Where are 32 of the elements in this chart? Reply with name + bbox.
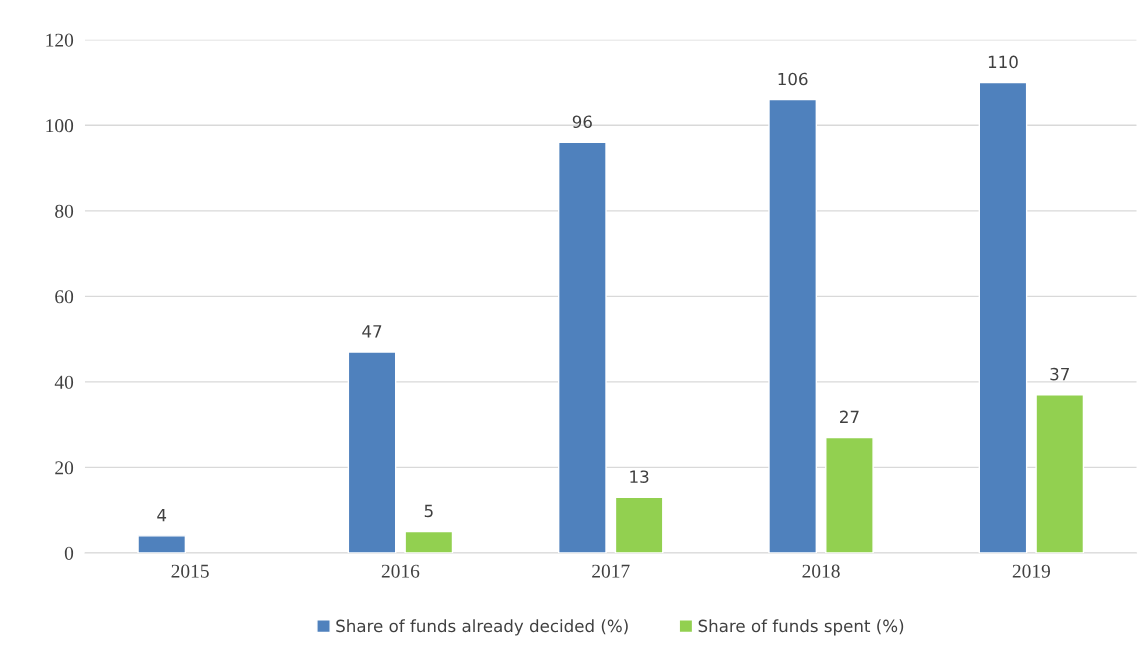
data-label: 27 xyxy=(840,410,859,423)
bar xyxy=(614,496,664,553)
legend-label: Share of funds already decided (%) xyxy=(336,619,628,636)
data-label: 47 xyxy=(362,325,382,338)
bar xyxy=(137,535,187,553)
x-tick-label: 2016 xyxy=(381,564,420,578)
x-tick-label: 2019 xyxy=(1012,564,1051,578)
y-tick-label: 120 xyxy=(46,33,74,47)
bar xyxy=(404,530,454,553)
y-tick-label: 100 xyxy=(46,119,74,133)
bar xyxy=(768,98,818,553)
bar xyxy=(825,436,874,553)
y-tick-label: 80 xyxy=(55,204,74,218)
x-tick-label: 2018 xyxy=(802,564,840,578)
y-tick-label: 0 xyxy=(64,546,74,560)
legend-label: Share of funds spent (%) xyxy=(698,619,904,636)
data-label: 37 xyxy=(1050,367,1069,381)
data-label: 4 xyxy=(157,509,167,522)
data-label: 106 xyxy=(778,72,808,86)
y-tick-label: 20 xyxy=(55,461,74,475)
x-tick-label: 2017 xyxy=(592,564,630,578)
y-tick-label: 60 xyxy=(55,290,74,304)
bar xyxy=(1035,394,1085,553)
data-label: 13 xyxy=(630,470,649,484)
bar xyxy=(347,351,397,553)
x-tick-label: 2015 xyxy=(171,564,209,578)
data-label: 110 xyxy=(988,55,1018,69)
y-tick-label: 40 xyxy=(54,375,74,389)
bar xyxy=(978,81,1028,553)
bar xyxy=(557,141,607,553)
data-label: 5 xyxy=(424,504,433,518)
data-label: 96 xyxy=(572,115,592,129)
